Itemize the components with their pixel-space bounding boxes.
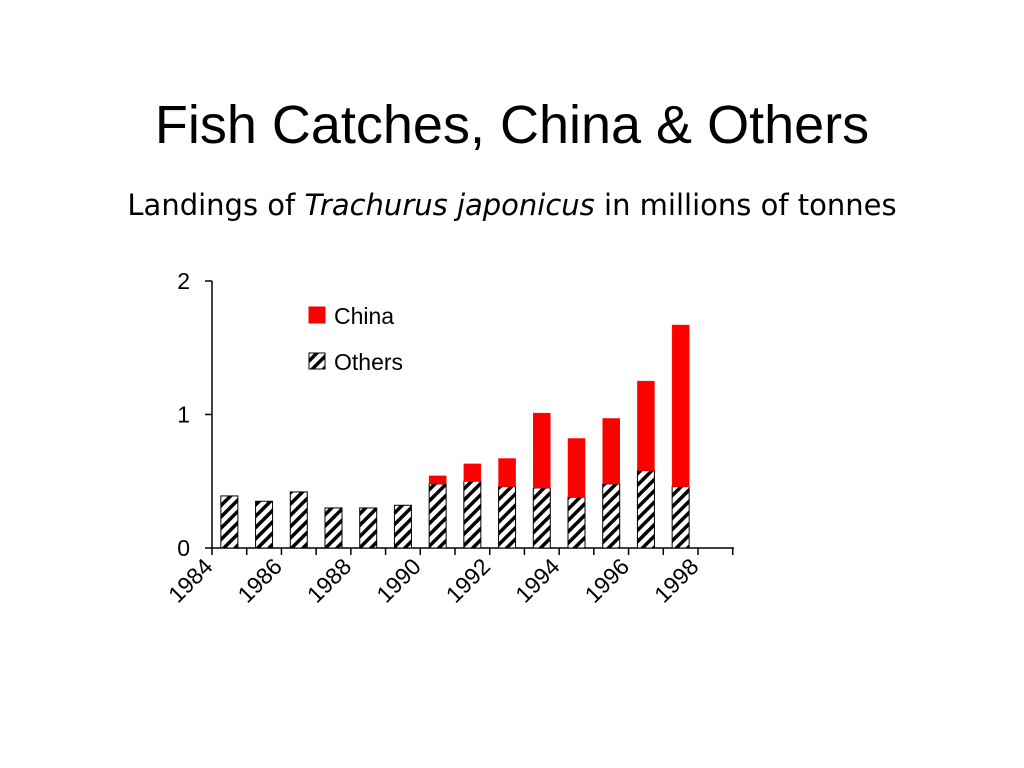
slide-title: Fish Catches, China & Others — [154, 95, 870, 155]
legend-swatch-china — [308, 306, 326, 324]
legend-swatch-others — [308, 352, 326, 370]
x-tick-label: 1988 — [302, 553, 357, 608]
bar-others — [220, 495, 239, 549]
bar-china — [428, 475, 447, 485]
x-tick-label: 1992 — [441, 553, 496, 608]
bar-others — [255, 500, 274, 549]
y-tick-label: 2 — [177, 268, 190, 294]
legend: China Others — [308, 303, 403, 375]
subtitle-species: Trachurus japonicus — [304, 188, 595, 222]
bar-others — [567, 496, 586, 549]
bar-china — [602, 418, 620, 485]
bar-others — [463, 480, 482, 549]
slide-subtitle: Landings of Trachurus japonicus in milli… — [0, 188, 1024, 222]
bar-china — [498, 458, 516, 487]
bar-others — [671, 486, 690, 549]
bar-others — [289, 491, 308, 549]
bar-others — [324, 507, 343, 549]
legend-label-others: Others — [334, 349, 403, 375]
bar-china — [533, 412, 551, 489]
bar-others — [602, 483, 621, 549]
bar-china — [567, 438, 586, 498]
y-tick-label: 0 — [177, 535, 190, 561]
bar-others — [359, 507, 378, 549]
y-tick-label: 1 — [177, 402, 190, 428]
legend-label-china: China — [334, 303, 394, 329]
bar-china — [463, 463, 482, 482]
bar-others — [532, 487, 551, 549]
bar-others — [636, 470, 655, 549]
x-tick-label: 1998 — [649, 553, 704, 608]
bar-others — [393, 504, 412, 549]
subtitle-prefix: Landings of — [127, 188, 305, 222]
bars-layer — [220, 324, 690, 549]
x-tick-label: 1990 — [371, 553, 426, 608]
bar-china — [671, 324, 690, 487]
x-tick-label: 1986 — [232, 553, 287, 608]
x-tick-label: 1984 — [163, 553, 218, 608]
bar-china — [637, 380, 655, 471]
x-tick-label: 1994 — [510, 553, 565, 608]
x-tick-label: 1996 — [580, 553, 635, 608]
bar-others — [498, 486, 517, 549]
subtitle-suffix: in millions of tonnes — [594, 188, 897, 222]
bar-others — [428, 483, 447, 549]
